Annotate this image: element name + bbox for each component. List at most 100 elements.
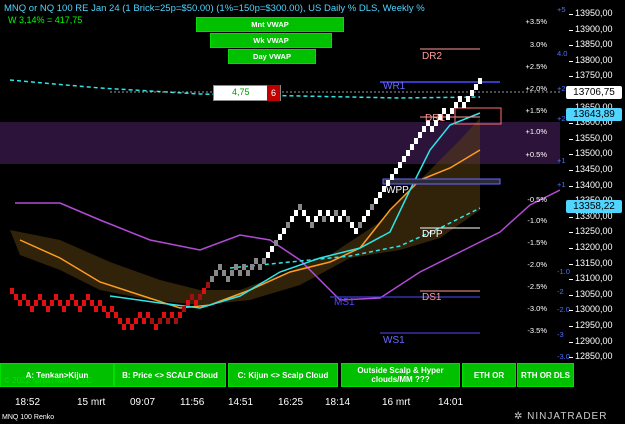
price-tick: 13000,00 [569,304,613,315]
renko-brick [26,300,30,306]
renko-brick [286,222,290,228]
price-tick: 13550,00 [569,132,613,143]
price-scalp-cloud-button[interactable]: B: Price <> SCALP Cloud [114,363,226,387]
renko-brick [62,306,66,312]
percent-label: -1.0% [527,216,547,225]
time-tick: 16 mrt [382,397,411,408]
time-tick: 18:52 [15,397,41,408]
renko-brick [474,84,478,90]
renko-brick [90,300,94,306]
renko-brick [334,210,338,216]
renko-brick [462,102,466,108]
renko-brick [78,306,82,312]
percent-label: +3.5% [525,17,547,26]
renko-brick [10,288,14,294]
renko-brick [398,162,402,168]
renko-brick [430,126,434,132]
cyan-dashed-lower [229,207,481,269]
percent-label: -2.5% [527,282,547,291]
chart-title: MNQ or NQ 100 RE Jan 24 (1 Brick=25p=$50… [4,3,425,14]
opening-range-box [454,107,502,125]
weekly-percent-readout: W 3,14% = 417,75 [8,15,83,25]
weekly-percent-label: +1 [557,156,566,165]
renko-brick [178,312,182,318]
renko-brick [98,300,102,306]
price-tick: 13300,00 [569,210,613,221]
price-tick: 13500,00 [569,148,613,159]
cyan-tenkan-line [109,112,481,309]
renko-brick [50,300,54,306]
monthly-vwap-button[interactable]: Mnt VWAP [196,17,344,32]
weekly-percent-label: +1 [557,180,566,189]
time-tick: 14:01 [438,397,464,408]
time-tick: 15 mrt [77,397,106,408]
renko-brick [318,210,322,216]
renko-brick [74,300,78,306]
renko-brick [154,324,158,330]
renko-brick [346,216,350,222]
renko-brick [162,312,166,318]
time-tick: 11:56 [180,397,205,408]
renko-brick [18,300,22,306]
renko-brick [270,246,274,252]
renko-brick [446,114,450,120]
tenkan-kijun-button[interactable]: A: Tenkan>Kijun [0,363,114,387]
price-tick: 13250,00 [569,226,613,237]
price-axis[interactable]: 13950,00 13900,00 13850,00 13800,00 13750,00… [561,0,625,410]
renko-brick [118,318,122,324]
outside-clouds-button[interactable]: Outside Scalp & Hyper clouds/MM ??? [341,363,460,387]
price-scalp-cloud-label: B: Price <> SCALP Cloud [122,370,218,380]
kijun-scalp-cloud-button[interactable]: C: Kijun <> Scalp Cloud [228,363,338,387]
percent-label: -3.0% [527,304,547,313]
time-tick: 14:51 [228,397,254,408]
percent-label: -0.5% [527,195,547,204]
price-tick: 12850,00 [569,351,613,362]
instrument-label: MNQ 100 Renko [2,414,55,421]
renko-brick [214,270,218,276]
renko-brick [378,192,382,198]
renko-brick [426,120,430,126]
pivot-wr1: WR1 [383,81,406,92]
renko-brick [182,306,186,312]
renko-brick [374,198,378,204]
renko-brick [386,180,390,186]
weekly-percent-label: -3.0 [557,352,570,361]
renko-brick [34,300,38,306]
eth-or-button[interactable]: ETH OR [462,363,516,387]
renko-brick [238,270,242,276]
renko-brick [434,120,438,126]
tenkan-kijun-label: A: Tenkan>Kijun [25,370,89,380]
order-quantity-box[interactable]: 4,75 [213,85,281,101]
renko-brick [390,174,394,180]
daily-vwap-button[interactable]: Day VWAP [228,49,316,64]
kijun-scalp-cloud-label: C: Kijun <> Scalp Cloud [237,370,329,380]
copyright: © 2022 NinjaTrader, LLC [4,376,93,385]
price-marker: 13643,89 [566,108,622,121]
percent-label: +1.0% [525,127,547,136]
pivot-ds1: DS1 [422,292,442,303]
renko-brick [234,264,238,270]
renko-brick [406,150,410,156]
price-tick: 13900,00 [569,23,613,34]
price-tick: 13400,00 [569,179,613,190]
renko-brick [46,306,50,312]
renko-brick [310,222,314,228]
orange-kijun-line [19,149,481,309]
renko-brick [358,222,362,228]
percent-label: +2.0% [525,84,547,93]
renko-brick [394,168,398,174]
logo-icon: ✲ [514,411,528,422]
renko-chart-canvas[interactable] [0,0,560,410]
eth-or-label: ETH OR [473,370,505,380]
rth-or-dls-button[interactable]: RTH OR DLS [517,363,574,387]
renko-brick [414,138,418,144]
renko-brick [38,294,42,300]
order-quantity[interactable]: 4,75 [232,87,250,97]
order-count-badge[interactable]: 6 [267,85,280,101]
renko-brick [190,294,194,300]
renko-brick [314,216,318,222]
weekly-vwap-button[interactable]: Wk VWAP [210,33,332,48]
renko-brick [422,126,426,132]
price-tick: 13150,00 [569,257,613,268]
price-marker: 13358,22 [566,200,622,213]
